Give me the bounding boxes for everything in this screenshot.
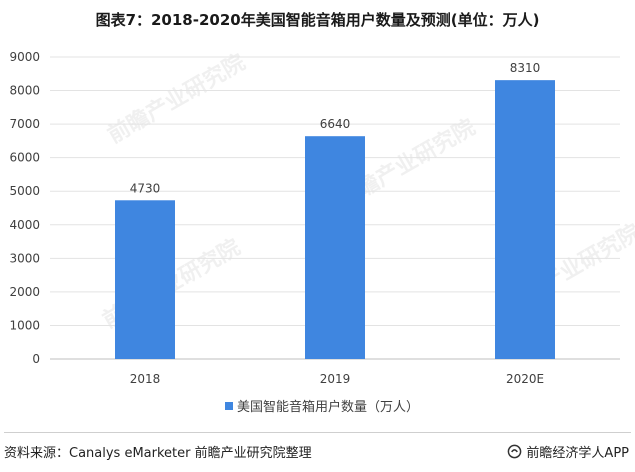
y-tick-label: 2000 bbox=[9, 285, 40, 299]
chart-title: 图表7：2018-2020年美国智能音箱用户数量及预测(单位：万人) bbox=[95, 11, 540, 29]
y-tick-label: 4000 bbox=[9, 218, 40, 232]
y-tick-label: 3000 bbox=[9, 251, 40, 265]
data-label: 4730 bbox=[130, 181, 161, 195]
legend: 美国智能音箱用户数量（万人） bbox=[225, 399, 419, 415]
bar-2019 bbox=[305, 136, 365, 359]
brand-logo-icon bbox=[508, 444, 522, 458]
y-tick-label: 6000 bbox=[9, 151, 40, 165]
bars bbox=[115, 80, 555, 360]
watermark-text: 前瞻产业研究院 bbox=[103, 49, 249, 149]
legend-swatch bbox=[225, 402, 233, 410]
data-label: 8310 bbox=[510, 61, 541, 75]
footer: 资料来源：Canalys eMarketer 前瞻产业研究院整理 前瞻经济学人A… bbox=[0, 432, 635, 472]
bar-2020E bbox=[495, 80, 555, 360]
footer-divider bbox=[4, 432, 631, 433]
x-tick-label: 2019 bbox=[320, 372, 351, 386]
y-tick-label: 7000 bbox=[9, 117, 40, 131]
data-labels: 4730 6640 8310 bbox=[130, 61, 541, 195]
bar-chart: 前瞻产业研究院前瞻产业研究院前瞻产业研究院前瞻产业研究院 01000200030… bbox=[9, 49, 635, 415]
data-label: 6640 bbox=[320, 117, 351, 131]
bar-2018 bbox=[115, 200, 175, 359]
legend-label: 美国智能音箱用户数量（万人） bbox=[237, 399, 419, 415]
brand-name: 前瞻经济学人APP bbox=[526, 445, 629, 461]
source-note: 资料来源：Canalys eMarketer 前瞻产业研究院整理 bbox=[4, 446, 312, 461]
y-axis-ticks: 0 1000 2000 3000 4000 5000 6000 7000 8000 9000 bbox=[9, 50, 40, 366]
x-tick-label: 2020E bbox=[506, 372, 544, 386]
y-tick-label: 8000 bbox=[9, 84, 40, 98]
brand: 前瞻经济学人APP bbox=[507, 441, 629, 461]
y-tick-label: 0 bbox=[32, 352, 40, 366]
y-tick-label: 1000 bbox=[9, 318, 40, 332]
x-tick-label: 2018 bbox=[130, 372, 161, 386]
y-tick-label: 9000 bbox=[9, 50, 40, 64]
x-axis-ticks: 2018 2019 2020E bbox=[130, 372, 544, 386]
y-tick-label: 5000 bbox=[9, 184, 40, 198]
